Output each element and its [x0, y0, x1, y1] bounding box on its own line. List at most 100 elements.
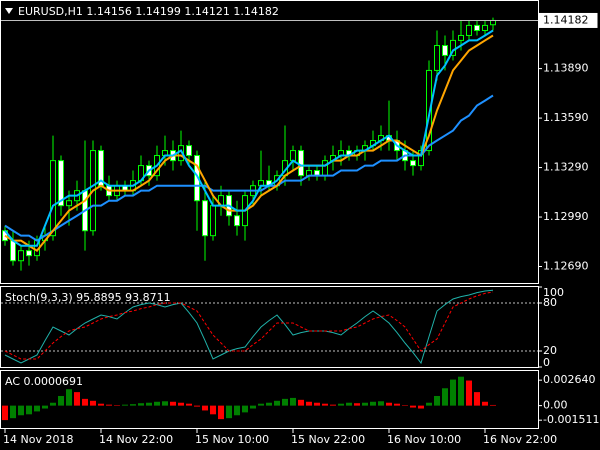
ac-bar — [162, 401, 168, 406]
candle-body — [10, 240, 16, 262]
candle-body — [426, 69, 432, 152]
ac-bar — [378, 401, 384, 406]
x-tick-label: 14 Nov 22:00 — [99, 433, 173, 446]
ac-bar — [418, 405, 424, 409]
ac-bar — [442, 388, 448, 406]
panel-title: AC 0.0000691 — [5, 375, 83, 388]
ac-bar — [170, 401, 176, 406]
ac-bar — [74, 392, 80, 406]
ac-bar — [290, 397, 296, 406]
ac-bar — [386, 402, 392, 406]
ac-bar — [466, 380, 472, 406]
ac-bar — [106, 404, 112, 406]
ac-bar — [146, 402, 152, 406]
candle-body — [474, 24, 480, 32]
x-tick-label: 16 Nov 10:00 — [387, 433, 461, 446]
ac-bar — [138, 403, 144, 406]
ac-bar — [34, 405, 40, 412]
ac-bar — [210, 405, 216, 415]
ac-bar — [338, 403, 344, 406]
y-tick-label: 0.002640 — [543, 373, 596, 386]
ac-bar — [306, 401, 312, 406]
y-tick-label: 1.12690 — [543, 260, 589, 273]
ac-bar — [42, 405, 48, 409]
ac-bar — [178, 402, 184, 406]
ac-bar — [66, 389, 72, 406]
y-tick-label: 0 — [543, 356, 550, 369]
symbol-menu-icon[interactable] — [5, 8, 13, 14]
y-tick-label: 1.13590 — [543, 111, 589, 124]
ac-bar — [426, 402, 432, 406]
candle-body — [234, 215, 240, 227]
ac-bar — [26, 405, 32, 415]
series-line — [4, 289, 494, 365]
candle-body — [290, 150, 296, 162]
candle-body — [58, 160, 64, 207]
series-line — [4, 94, 494, 242]
ac-bar — [82, 398, 88, 406]
y-tick-label: 1.13290 — [543, 161, 589, 174]
ac-bar — [266, 402, 272, 406]
candle-body — [298, 150, 304, 177]
ac-bar — [50, 402, 56, 406]
ac-bar — [202, 405, 208, 411]
ac-bar — [258, 403, 264, 406]
ac-bar — [370, 401, 376, 406]
ac-bar — [218, 405, 224, 420]
y-tick-label: 100 — [543, 286, 564, 299]
ac-bar — [114, 405, 120, 406]
ac-bar — [434, 395, 440, 406]
ac-bar — [354, 403, 360, 406]
ac-bar — [362, 402, 368, 406]
ac-bar — [346, 402, 352, 406]
ac-bar — [194, 405, 200, 407]
ac-bar — [322, 403, 328, 406]
y-tick-label: 1.13890 — [543, 62, 589, 75]
current-price-label: 1.14182 — [543, 13, 589, 26]
candle-body — [18, 250, 24, 262]
x-tick-label: 16 Nov 22:00 — [483, 433, 557, 446]
panel-title: EURUSD,H1 1.14156 1.14199 1.14121 1.1418… — [18, 5, 279, 18]
ac-bar — [274, 400, 280, 406]
ac-panel-frame — [0, 370, 539, 429]
x-tick-label: 14 Nov 2018 — [3, 433, 73, 446]
candle-body — [410, 160, 416, 167]
ac-bar — [234, 405, 240, 416]
y-tick-label: 1.12990 — [543, 210, 589, 223]
candle-body — [194, 155, 200, 202]
ac-bar — [298, 399, 304, 406]
ac-bar — [330, 404, 336, 406]
ac-bar — [130, 404, 136, 406]
main-panel-frame — [0, 0, 539, 284]
candle-body — [490, 19, 496, 26]
candle-body — [210, 205, 216, 237]
ac-bar — [450, 379, 456, 406]
ac-bar — [154, 401, 160, 406]
series-line — [4, 29, 494, 247]
x-tick-label: 15 Nov 22:00 — [291, 433, 365, 446]
ac-bar — [250, 405, 256, 409]
ac-bar — [402, 405, 408, 406]
candle-body — [322, 160, 328, 177]
ac-bar — [2, 405, 8, 421]
ac-bar — [226, 405, 232, 419]
ac-bar — [482, 401, 488, 406]
ac-bar — [282, 398, 288, 406]
candle-body — [50, 160, 56, 237]
y-tick-label: -0.001511 — [543, 413, 599, 426]
current-price-box — [538, 12, 598, 28]
candle-body — [202, 200, 208, 237]
ac-bar — [314, 402, 320, 406]
ac-bar — [186, 403, 192, 406]
x-tick-label: 15 Nov 10:00 — [195, 433, 269, 446]
candle-body — [458, 34, 464, 41]
candle-body — [442, 45, 448, 56]
ac-bar — [474, 392, 480, 406]
y-tick-label: 80 — [543, 296, 557, 309]
ac-bar — [410, 405, 416, 408]
ac-bar — [122, 404, 128, 406]
ac-bar — [490, 404, 496, 406]
candle-body — [26, 250, 32, 257]
ac-bar — [394, 403, 400, 406]
ac-bar — [90, 400, 96, 406]
